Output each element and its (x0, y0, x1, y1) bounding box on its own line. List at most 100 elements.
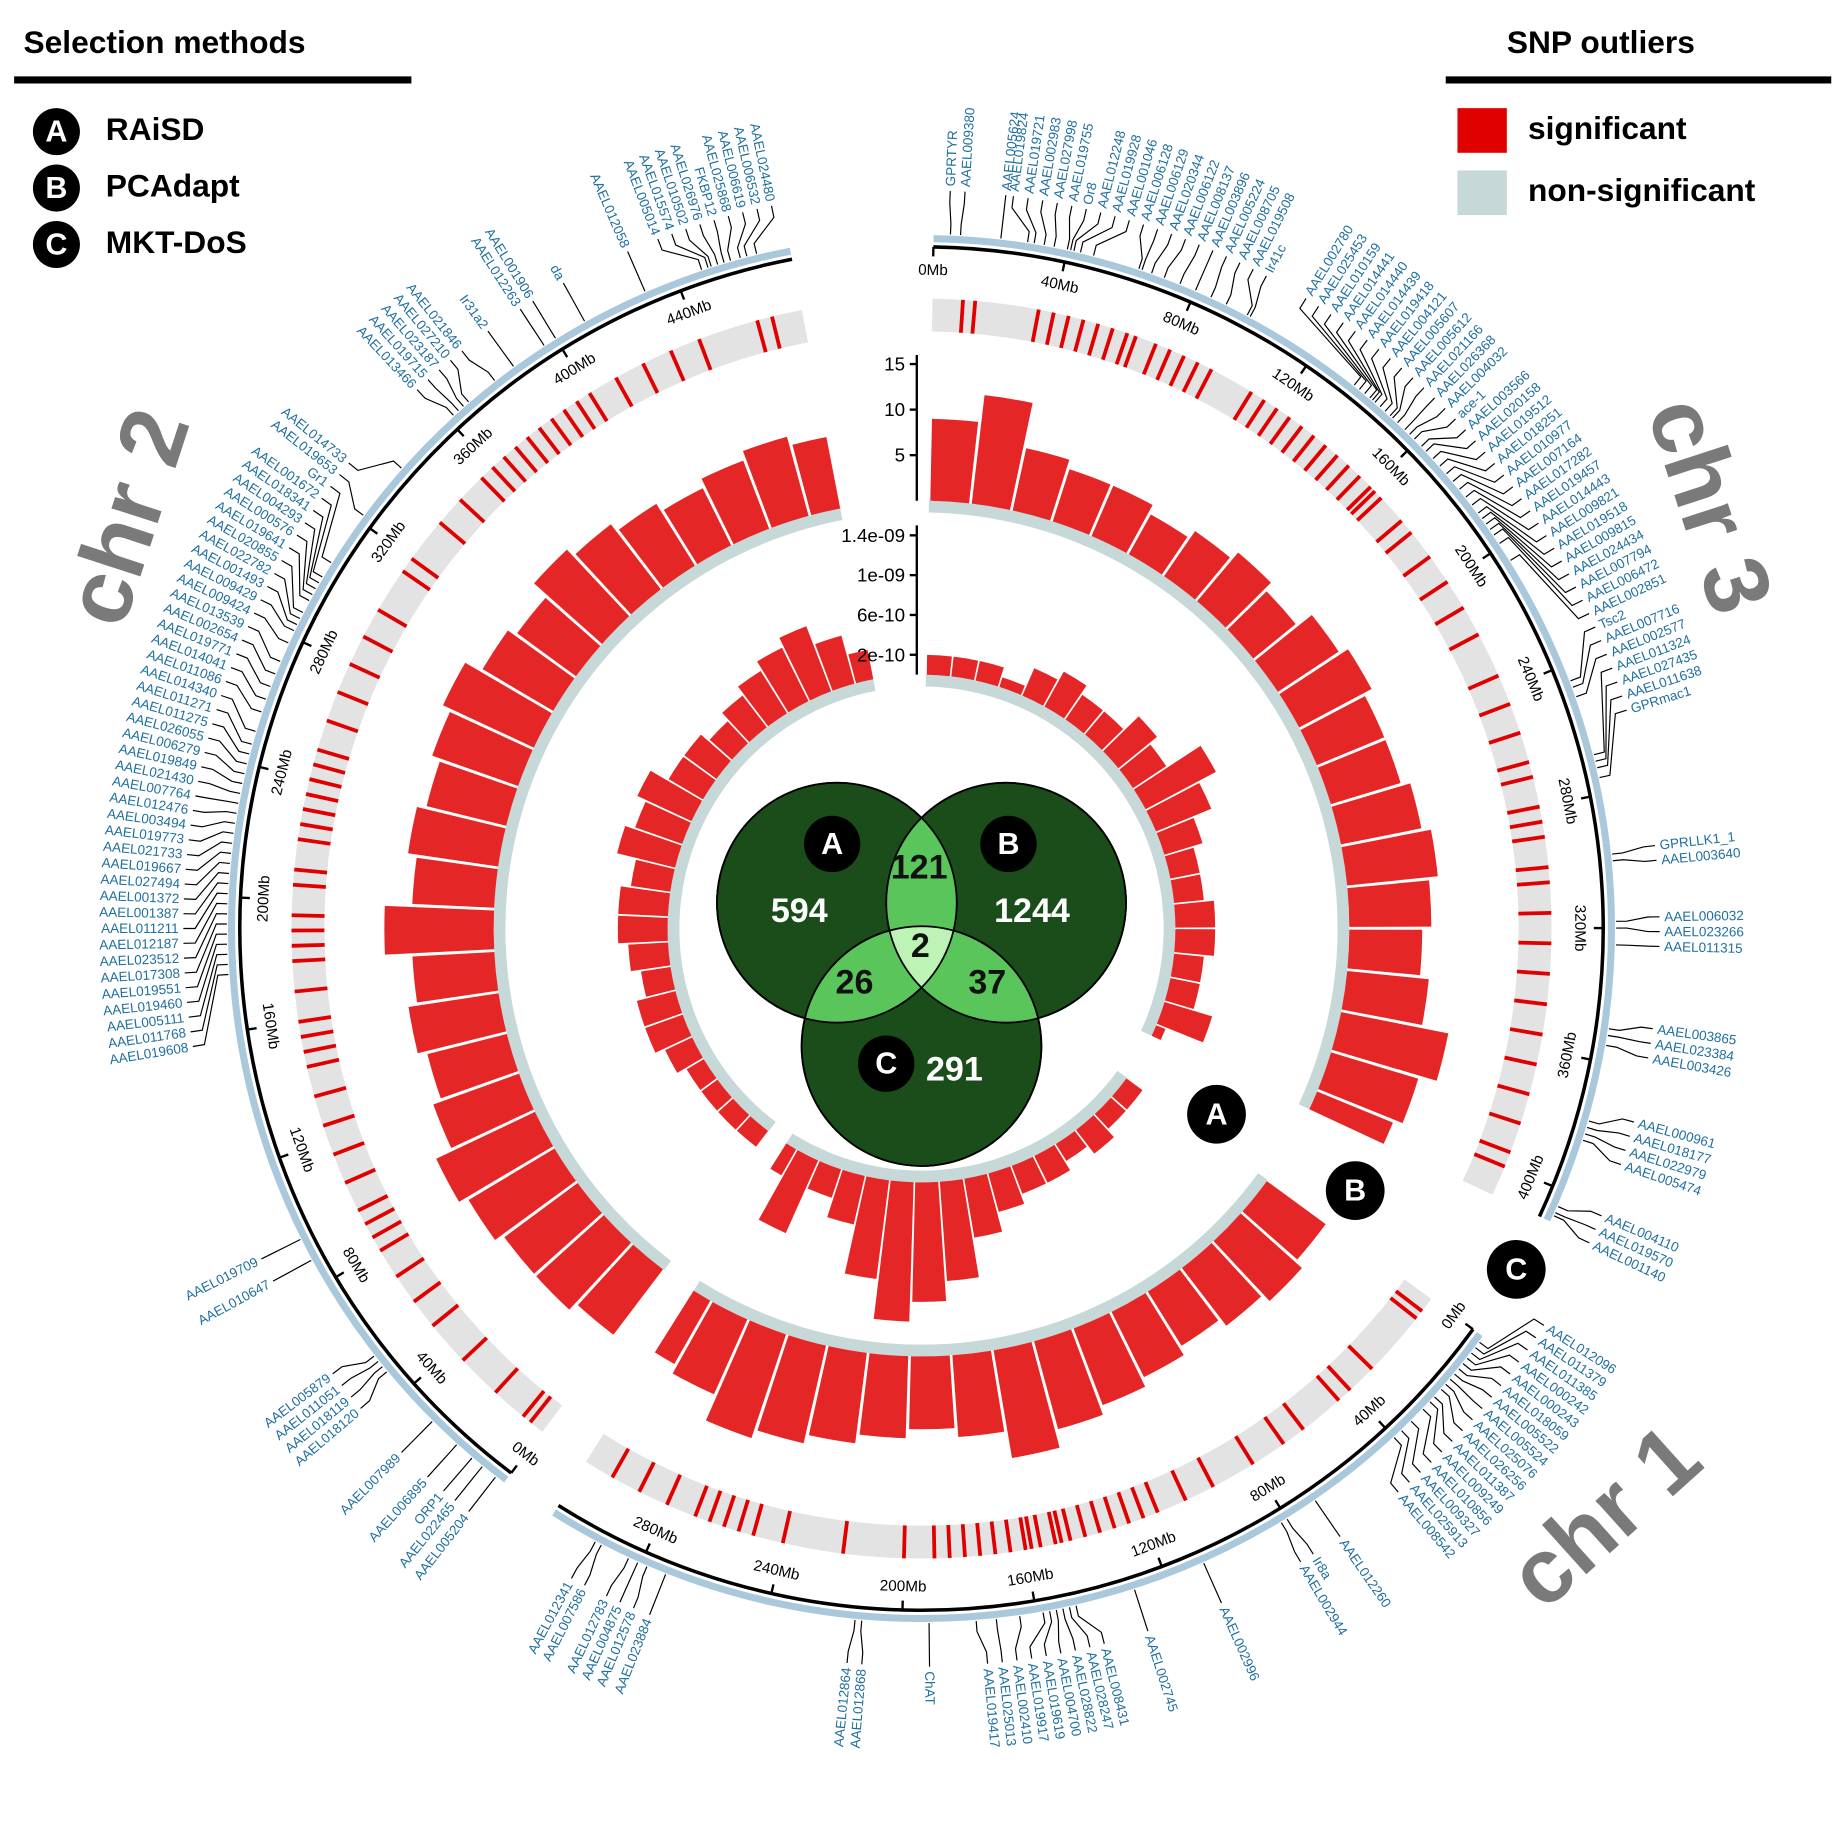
gene-connector (1422, 1408, 1432, 1463)
gene-connector (190, 963, 228, 1033)
track-a-value (684, 734, 731, 779)
gene-label: AAEL011211 (101, 921, 179, 936)
gene-label: AAEL023266 (1664, 924, 1744, 939)
x-tick-label: 0Mb (918, 262, 948, 280)
significant-gene (292, 957, 326, 963)
gene-connector (184, 923, 227, 974)
track-b-value (536, 1215, 632, 1310)
track-b-value (1181, 1242, 1262, 1326)
tick-mark (413, 1376, 422, 1385)
significant-gene (461, 1336, 489, 1362)
x-tick-label: 120Mb (286, 1125, 318, 1175)
track-b-value (1012, 448, 1070, 521)
gene-connector (1068, 1607, 1091, 1648)
significant-gene (668, 349, 686, 382)
gene-connector (188, 831, 234, 842)
badge-letter: A (45, 115, 67, 149)
gene-connector (198, 780, 241, 794)
significant-gene (1518, 940, 1552, 946)
gene-connector (230, 667, 267, 700)
gene-label: AAEL012187 (99, 936, 179, 953)
significant-gene (1087, 323, 1101, 356)
gene-connector (1359, 339, 1383, 403)
gene-connector (1553, 1215, 1590, 1244)
significant-gene (305, 792, 339, 803)
track-b-value (742, 436, 809, 528)
track-b-value (792, 436, 841, 516)
track-b-value (1331, 783, 1422, 845)
gene-connector (1225, 262, 1241, 305)
gene-connector (443, 1457, 473, 1492)
tick-mark (1581, 1056, 1591, 1061)
gene-label: AAEL012260 (1336, 1536, 1393, 1610)
gene-connector (562, 282, 586, 322)
track-a-value (686, 1059, 717, 1091)
gene-label: AAEL017308 (100, 966, 180, 986)
gene-label: ChAT (922, 1671, 937, 1705)
track-a-value (645, 1014, 692, 1053)
significant-gene (1418, 580, 1449, 602)
significant-gene (303, 1043, 337, 1054)
badge-letter: C (1505, 1252, 1527, 1286)
track-a-baseline (925, 674, 1176, 1036)
x-tick-label: 40Mb (412, 1348, 450, 1388)
significant-gene (1024, 1516, 1034, 1550)
significant-gene (1488, 1111, 1522, 1126)
track-b-value (1213, 1213, 1302, 1302)
track-a-value (848, 649, 874, 684)
legend-label: PCAdapt (106, 167, 240, 203)
gene-connector (685, 228, 712, 267)
significant-gene (528, 1395, 553, 1424)
track-b-value (1347, 880, 1432, 927)
track-b-value (1309, 1091, 1393, 1144)
gene-connector (1608, 1026, 1653, 1031)
gene-connector (1434, 1396, 1453, 1442)
significant-gene (1509, 819, 1543, 830)
gene-connector (1203, 1563, 1222, 1604)
track-a-value (709, 721, 749, 760)
track-b-value (443, 662, 552, 748)
track-b-value (1317, 740, 1401, 805)
tick-mark (1378, 1420, 1387, 1429)
gene-connector (1299, 298, 1362, 386)
significant-gene (458, 498, 486, 524)
track-a-value (757, 647, 809, 713)
track-a-value (1076, 1115, 1114, 1154)
gene-connector (321, 485, 341, 564)
significant-gene (637, 1461, 656, 1493)
track-a-value (618, 886, 671, 917)
gene-connector (1588, 1118, 1634, 1125)
gene-connector (1481, 511, 1555, 556)
significant-gene (297, 837, 331, 846)
significant-gene (1515, 865, 1549, 873)
track-b-value (1300, 696, 1385, 766)
badge-letter: B (1344, 1174, 1366, 1208)
gene-connector (281, 560, 304, 614)
significant-gene (693, 1485, 709, 1518)
track-a-value (1174, 929, 1216, 956)
significant-gene (1075, 1504, 1088, 1538)
significant-gene (521, 1389, 546, 1418)
significant-gene (1168, 355, 1186, 387)
gene-connector (192, 973, 229, 1048)
gene-connector (208, 737, 247, 765)
significant-gene (309, 777, 342, 789)
gene-connector (1163, 239, 1187, 278)
tick-mark (302, 641, 312, 648)
x-tick-label: 120Mb (1269, 365, 1317, 405)
significant-gene (395, 1256, 425, 1279)
axis-outline (552, 1332, 1483, 1623)
significant-gene (1355, 496, 1383, 522)
gene-label: AAEL012868 (848, 1668, 869, 1749)
significant-gene (841, 1520, 849, 1554)
significant-gene (364, 1207, 396, 1226)
gene-connector (427, 1444, 458, 1478)
gene-connector (1040, 200, 1047, 245)
track-b-value (1318, 1052, 1419, 1124)
significant-gene (294, 867, 328, 875)
significant-gene (348, 662, 381, 680)
track-a-value (1164, 978, 1200, 1009)
track-a-value (758, 1150, 819, 1234)
significant-gene (494, 1367, 520, 1394)
